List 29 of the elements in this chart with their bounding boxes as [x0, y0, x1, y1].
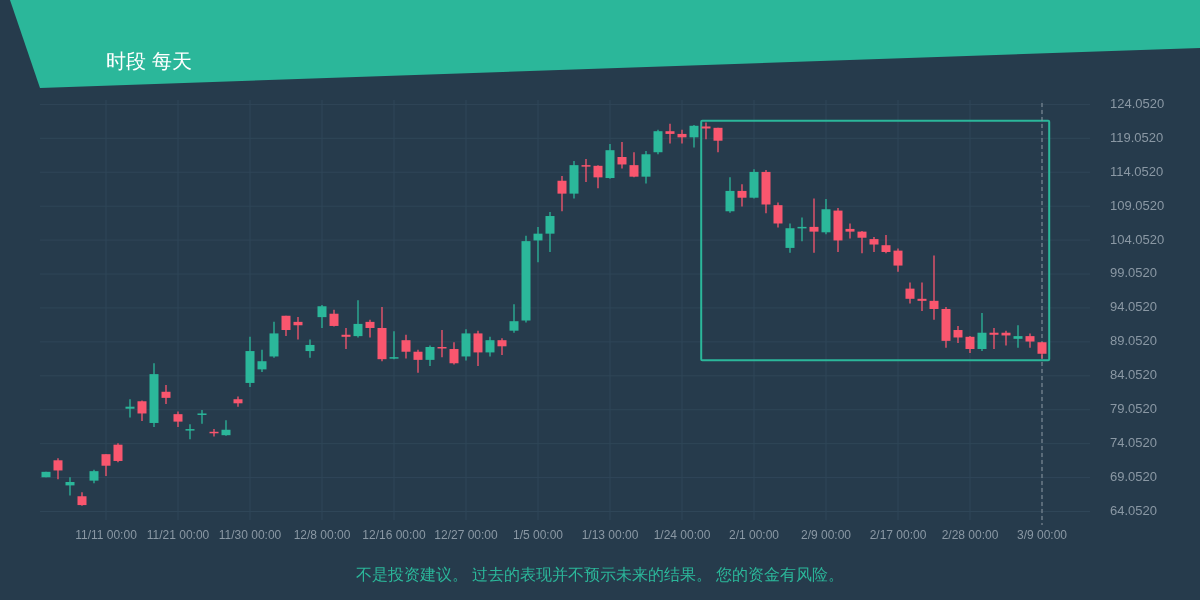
y-tick-label: 64.0520: [1110, 502, 1157, 518]
x-tick-label: 1/24 00:00: [653, 528, 711, 542]
x-tick-label: 2/1 00:00: [729, 528, 779, 542]
y-tick-label: 114.0520: [1110, 163, 1164, 179]
x-tick-label: 3/9 00:00: [1017, 528, 1067, 542]
y-tick-label: 109.0520: [1110, 197, 1165, 213]
y-tick-label: 119.0520: [1110, 129, 1164, 145]
y-tick-label: 104.0520: [1110, 231, 1165, 247]
x-tick-label: 1/13 00:00: [581, 528, 639, 542]
annotation: 不是投资建议。 过去的表现并不预示未来的结果。 您的资金有风险。: [355, 566, 845, 583]
x-tick-label: 11/11 00:00: [75, 528, 137, 542]
y-tick-label: 99.0520: [1110, 265, 1157, 281]
subtitle: 时段 每天: [106, 50, 192, 72]
x-tick-label: 2/17 00:00: [869, 528, 927, 542]
x-tick-label: 11/21 00:00: [146, 528, 210, 542]
y-tick-label: 74.0520: [1110, 435, 1157, 451]
y-tick-label: 89.0520: [1110, 333, 1157, 349]
y-tick-label: 79.0520: [1110, 401, 1157, 417]
x-tick-label: 2/9 00:00: [801, 528, 851, 542]
x-tick-label: 12/27 00:00: [434, 528, 498, 542]
y-tick-label: 69.0520: [1110, 469, 1157, 484]
y-tick-label: 124.0520: [1110, 95, 1165, 111]
x-tick-label: 1/5 00:00: [513, 528, 563, 542]
y-tick-label: 94.0520: [1110, 299, 1157, 315]
x-tick-label: 11/30 00:00: [218, 528, 282, 542]
x-tick-label: 2/28 00:00: [941, 528, 999, 542]
x-tick-label: 12/16 00:00: [362, 528, 426, 542]
x-tick-label: 12/8 00:00: [293, 528, 351, 542]
y-tick-label: 84.0520: [1110, 367, 1157, 383]
